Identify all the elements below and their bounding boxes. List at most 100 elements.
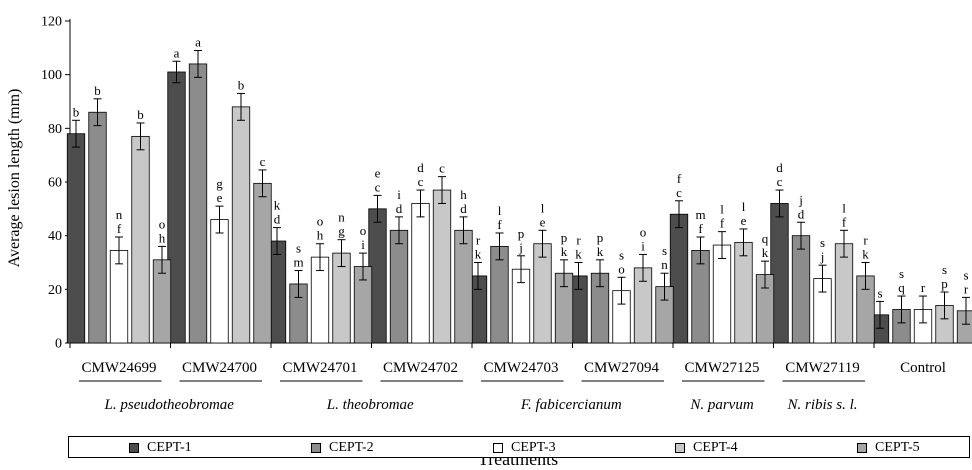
- significance-letter: s: [942, 262, 947, 277]
- significance-letter: k: [762, 245, 769, 260]
- legend-item: CEPT-1: [129, 439, 192, 457]
- significance-letter: p: [561, 230, 568, 245]
- significance-letter: d: [460, 201, 467, 216]
- significance-letter: d: [776, 160, 783, 175]
- significance-letter: h: [317, 228, 324, 243]
- category-label: CMW27125: [685, 360, 760, 376]
- significance-letter: e: [540, 214, 546, 229]
- significance-letter: a: [195, 35, 201, 50]
- significance-letter: r: [476, 233, 481, 248]
- bar: [188, 63, 208, 344]
- significance-letter: s: [820, 235, 825, 250]
- significance-letter: j: [518, 240, 523, 255]
- category-label: CMW24703: [484, 360, 559, 376]
- significance-letter: c: [375, 179, 381, 194]
- y-tick-label: 0: [55, 337, 62, 352]
- significance-letter: f: [677, 171, 682, 186]
- legend-label: CEPT-5: [875, 440, 920, 455]
- significance-letter: m: [293, 255, 303, 270]
- significance-letter: r: [921, 280, 926, 295]
- significance-letter: e: [375, 165, 381, 180]
- significance-letter: c: [439, 161, 445, 176]
- legend-swatch: [129, 443, 139, 453]
- bar: [490, 245, 509, 344]
- significance-letter: g: [216, 176, 223, 191]
- species-group-label: N. ribis s. l.: [786, 397, 857, 413]
- bar: [210, 219, 229, 344]
- legend-item: CEPT-5: [857, 439, 920, 457]
- significance-letter: b: [94, 83, 101, 98]
- significance-letter: n: [661, 257, 668, 272]
- significance-letter: p: [941, 276, 948, 291]
- legend-item: CEPT-4: [675, 439, 738, 457]
- significance-letter: b: [73, 104, 80, 119]
- significance-letter: b: [238, 77, 245, 92]
- bar: [231, 106, 251, 344]
- significance-letter: g: [338, 224, 345, 239]
- significance-letter: s: [899, 266, 904, 281]
- significance-letter: c: [418, 174, 424, 189]
- significance-letter: d: [798, 206, 805, 221]
- significance-letter: o: [159, 216, 166, 231]
- significance-letter: k: [575, 247, 582, 262]
- significance-letter: k: [561, 244, 568, 259]
- significance-letter: f: [698, 221, 703, 236]
- significance-letter: c: [260, 154, 266, 169]
- y-tick-label: 80: [48, 122, 62, 137]
- significance-letter: h: [159, 230, 166, 245]
- significance-letter: q: [762, 231, 769, 246]
- significance-letter: k: [475, 247, 482, 262]
- category-label: CMW24700: [182, 360, 257, 376]
- species-group-label: L. theobromae: [326, 397, 414, 413]
- significance-letter: e: [741, 213, 747, 228]
- significance-letter: n: [116, 207, 123, 222]
- significance-letter: i: [397, 187, 401, 202]
- bar: [791, 235, 811, 344]
- significance-letter: k: [597, 244, 604, 259]
- bar: [253, 182, 272, 344]
- y-tick-label: 100: [41, 68, 62, 83]
- significance-letter: l: [742, 199, 746, 214]
- significance-letter: p: [597, 230, 604, 245]
- significance-letter: q: [898, 280, 905, 295]
- significance-letter: l: [720, 202, 724, 217]
- significance-letter: o: [317, 214, 324, 229]
- significance-letter: l: [541, 200, 545, 215]
- significance-letter: d: [417, 160, 424, 175]
- bar: [432, 189, 452, 344]
- bar: [66, 133, 86, 344]
- significance-letter: k: [274, 198, 281, 213]
- bar: [411, 203, 430, 344]
- legend-label: CEPT-1: [147, 440, 192, 455]
- y-axis-label: Average lesion length (mm): [6, 89, 23, 268]
- category-label: CMW27094: [584, 360, 660, 376]
- significance-letter: n: [338, 210, 345, 225]
- y-tick-label: 40: [48, 229, 62, 244]
- species-group-label: L. pseudotheobromae: [104, 397, 235, 413]
- legend-item: CEPT-3: [493, 439, 556, 457]
- legend-swatch: [675, 443, 685, 453]
- category-label: CMW27119: [785, 360, 859, 376]
- bar: [734, 241, 753, 344]
- significance-letter: d: [396, 201, 403, 216]
- legend-swatch: [311, 443, 321, 453]
- significance-letter: s: [877, 285, 882, 300]
- bar: [389, 229, 409, 344]
- significance-letter: f: [117, 221, 122, 236]
- bar: [454, 229, 473, 344]
- significance-letter: o: [360, 223, 367, 238]
- species-group-label: F. fabicercianum: [520, 397, 622, 413]
- significance-letter: f: [842, 214, 847, 229]
- significance-letter: f: [497, 217, 502, 232]
- significance-letter: k: [862, 247, 869, 262]
- significance-letter: c: [777, 174, 783, 189]
- significance-letter: e: [217, 190, 223, 205]
- bar: [834, 243, 854, 344]
- significance-letter: l: [842, 200, 846, 215]
- significance-letter: d: [274, 212, 281, 227]
- significance-letter: s: [296, 241, 301, 256]
- legend-label: CEPT-4: [693, 440, 738, 455]
- category-label: CMW24701: [283, 360, 358, 376]
- species-group-label: N. parvum: [689, 397, 754, 413]
